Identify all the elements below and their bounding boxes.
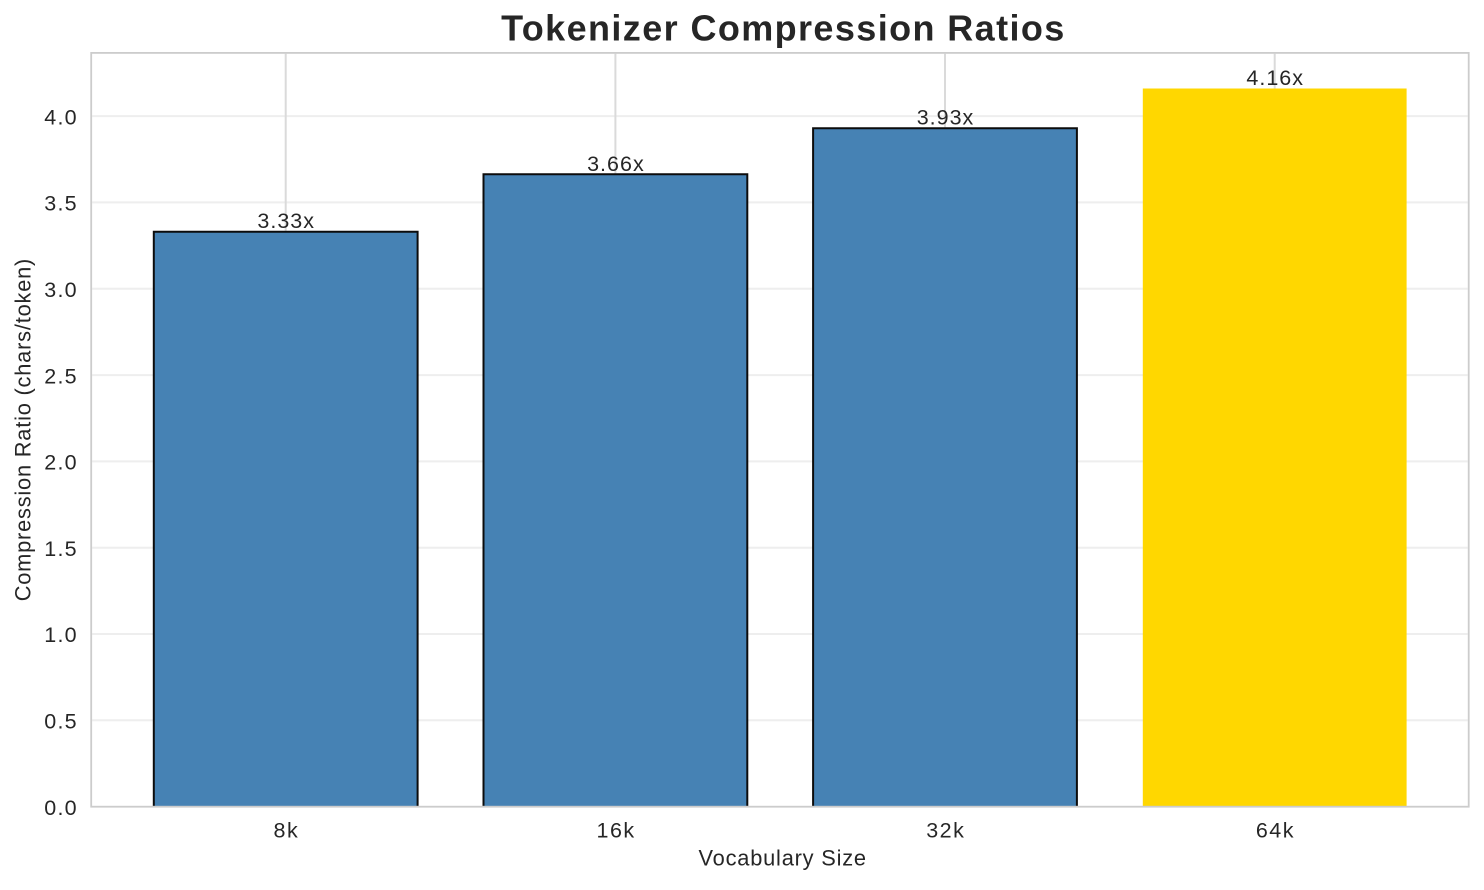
svg-text:Compression Ratio (chars/token: Compression Ratio (chars/token) bbox=[11, 258, 36, 601]
svg-text:3.93x: 3.93x bbox=[917, 106, 975, 130]
svg-text:32k: 32k bbox=[926, 819, 965, 843]
svg-text:Tokenizer Compression Ratios: Tokenizer Compression Ratios bbox=[501, 8, 1066, 49]
svg-text:2.5: 2.5 bbox=[44, 364, 78, 388]
svg-text:2.0: 2.0 bbox=[44, 451, 78, 475]
svg-text:3.33x: 3.33x bbox=[257, 209, 315, 233]
svg-text:3.0: 3.0 bbox=[44, 278, 78, 302]
svg-text:4.0: 4.0 bbox=[44, 105, 78, 129]
svg-text:4.16x: 4.16x bbox=[1246, 66, 1304, 90]
svg-text:1.0: 1.0 bbox=[44, 623, 78, 647]
svg-text:3.5: 3.5 bbox=[44, 192, 78, 216]
svg-text:64k: 64k bbox=[1256, 819, 1295, 843]
svg-text:0.5: 0.5 bbox=[44, 710, 78, 734]
svg-text:3.66x: 3.66x bbox=[587, 152, 645, 176]
svg-text:8k: 8k bbox=[274, 819, 300, 843]
svg-text:0.0: 0.0 bbox=[44, 796, 78, 820]
svg-text:1.5: 1.5 bbox=[44, 537, 78, 561]
svg-text:16k: 16k bbox=[597, 819, 636, 843]
svg-text:Vocabulary Size: Vocabulary Size bbox=[699, 845, 867, 870]
